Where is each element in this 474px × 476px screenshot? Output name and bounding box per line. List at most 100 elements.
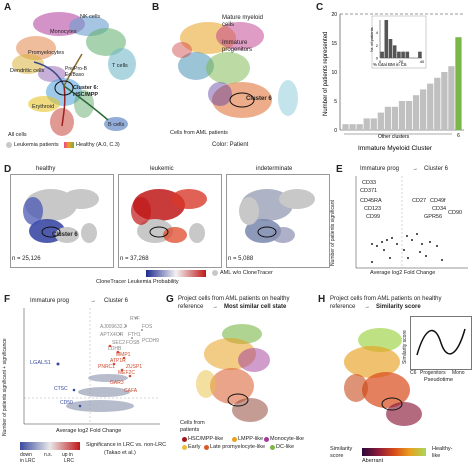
f-gene-mef2c: MEF2C [118,370,135,376]
c-bar-14 [441,72,448,130]
d-panel-leukemic [118,174,222,268]
panel-h-umap [344,328,422,426]
g-legend-dot-3 [182,445,187,450]
g-title-1: Project cells from AML patients on healt… [178,296,290,302]
f-gene-lgals1: LGALS1 [30,360,51,366]
h-inset-xtick-2: Mono [452,370,465,376]
f-left-label: Immature prog [30,298,70,304]
c-inset-bar-2 [388,39,393,58]
label-preprob: Pre/Pro-B [65,66,87,72]
f-gene-gar3: GAR3 [110,380,124,386]
c-inset-xtick-2: 40 [420,59,425,64]
panel-d-letter: D [4,164,12,175]
e-gene-gpr56: GPR56 [424,214,443,220]
f-legend-down: down [20,452,32,458]
f-legend-cite: (Takao et al.) [104,450,136,456]
c-ytick-3: 15 [331,41,337,47]
f-gene-fos: FOS [142,324,153,330]
c-other-clusters: Other clusters [378,134,410,140]
c-bar-7 [391,106,399,130]
h-inset [410,316,472,370]
label-eobaso: Eo/Baso [65,72,84,78]
c-bar-0 [342,124,349,130]
f-gene-pnrc1: PNRC1 [98,364,115,370]
panel-e-letter: E [336,164,343,175]
h-inset-xlabel: Pseudotime [424,377,454,383]
h-title-arrow: → [364,304,370,310]
g-title-2a: reference [178,304,204,310]
g-legend-dot-2 [264,437,269,442]
panel-f-volcano [23,308,160,425]
label-immature: Immature [222,40,248,46]
panel-h-letter: H [318,294,326,305]
h-title-2b: Similarity score [376,304,421,310]
f-arrow: → [90,298,96,304]
f-legend-up: up in [62,452,73,458]
g-legend-1: LMPP-like [238,436,264,442]
label-mature-2: cells [222,22,235,28]
c-ylabel: Number of patients represented [323,32,329,116]
e-left-label: Immature prog [360,166,400,172]
g-title-2b: Most similar cell state [224,304,287,310]
f-gene-pcdh9: PCDH9 [142,338,159,344]
f-gene-mmp1: MMP1 [116,352,131,358]
f-right-label: Cluster 6 [104,298,129,304]
c-inset-ytick-2: 4 [376,30,379,35]
d-legend-aml: AML w/o CloneTracer [220,270,273,276]
f-legend-title: Significance in LRC vs. non-LRC [86,442,167,448]
c-bar-5 [377,112,384,130]
c-inset-bar-3 [392,45,397,58]
d-colorbar [146,270,206,277]
h-title-2a: reference [330,304,356,310]
label-b-cluster6: Cluster 6 [246,96,272,102]
g-caption-2: patients [180,427,200,433]
label-b-aml: Cells from AML patients [170,130,228,136]
g-caption: Cells from [180,420,205,426]
c-inset-ylabel: Nr. of patients [369,27,374,52]
c-bar-3 [363,118,370,130]
label-dendritic: Dendritic cells [10,68,45,74]
label-nk-cells: NK cells [80,14,101,20]
c-bar-2 [356,124,363,130]
g-legend-dot-1 [232,437,237,442]
c-inset-xtick-0: 0 [379,59,382,64]
f-legend-up2: LRC [64,458,75,464]
f-gene-aj: AJ009632.2 [100,324,127,330]
d-count-leukemic: n = 37,268 [120,256,149,262]
panel-b-letter: B [152,2,160,13]
e-gene-cd123: CD123 [364,206,382,212]
e-xlabel: Average log2 Fold Change [370,270,436,276]
c-ytick-0: 0 [334,128,337,134]
f-gene-cafa: CAFA [124,388,138,394]
e-arrow: → [412,166,418,172]
c-bar-4 [370,118,377,130]
d-cluster6-label: Cluster 6 [52,232,78,238]
d-panel-indeterminate [226,174,330,268]
e-gene-cd90: CD90 [448,210,463,216]
e-gene-cd49f: CD49f [430,198,446,204]
e-ylabel: Number of patients significant [330,200,336,266]
f-gene-ctsc: CTSC [54,386,68,392]
f-gene-ryf: RYF [130,316,140,322]
f-gene-zusp1: ZUSP1 [126,364,143,370]
c-inset-bar-0 [380,51,384,58]
f-gene-aptx: APTX4OR [100,332,124,338]
e-gene-cd27: CD27 [412,198,427,204]
d-title-indeterminate: indeterminate [256,166,293,172]
d-title-leukemic: leukemic [150,166,174,172]
label-mature: Mature myeloid [222,15,264,21]
panel-a-letter: A [4,2,12,13]
f-gene-atp1r: ATP1R [110,358,126,364]
c-inset-ytick-0: 0 [376,56,379,61]
legend-healthy-swatch [64,142,74,148]
label-cluster6: Cluster 6: [73,85,99,91]
g-legend-dot-4 [204,445,209,450]
legend-healthy-label: Healthy (A.0, C.3) [76,142,120,148]
label-t-cells: T cells [112,63,128,69]
e-gene-cd33: CD33 [362,180,377,186]
panel-e-volcano [355,176,468,269]
c-inset-bar-4 [397,51,401,58]
